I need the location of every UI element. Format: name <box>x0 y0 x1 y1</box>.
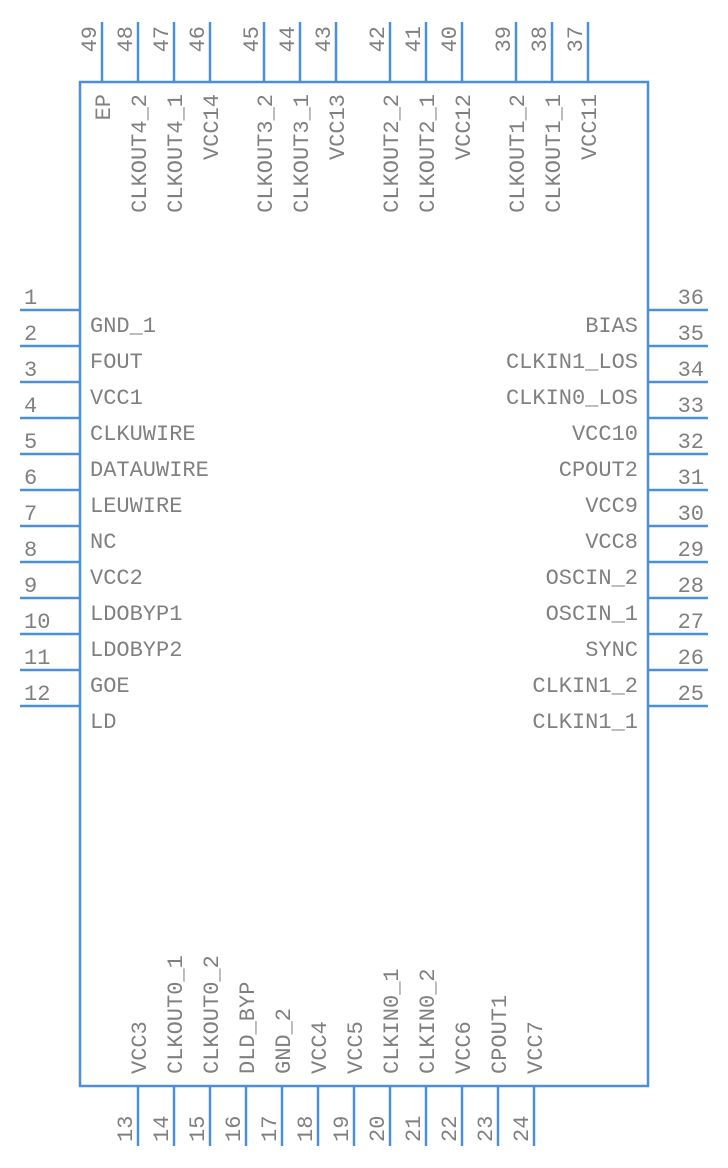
pin-39-number: 39 <box>492 26 517 52</box>
pin-4-label: CLKUWIRE <box>90 422 196 447</box>
pin-27-number: 27 <box>678 610 704 635</box>
pin-5-number: 5 <box>24 430 37 455</box>
pin-18-number: 18 <box>294 1116 319 1142</box>
pin-46-label: VCC14 <box>200 94 225 160</box>
pin-13-number: 13 <box>114 1116 139 1142</box>
pin-17-label: GND_2 <box>272 1008 297 1074</box>
pin-22-number: 22 <box>438 1116 463 1142</box>
pin-23-label: CPOUT1 <box>488 995 513 1074</box>
pin-49-label: EP <box>92 94 117 120</box>
pin-29-number: 29 <box>678 538 704 563</box>
pin-37-number: 37 <box>564 26 589 52</box>
pin-14-number: 14 <box>150 1116 175 1142</box>
pin-15-label: CLKOUT0_2 <box>200 955 225 1074</box>
pin-31-number: 31 <box>678 466 704 491</box>
pin-43-label: VCC13 <box>326 94 351 160</box>
pin-40-label: VCC12 <box>452 94 477 160</box>
pin-3-number: 3 <box>24 358 37 383</box>
pin-14-label: CLKOUT0_1 <box>164 955 189 1074</box>
pin-16-label: DLD_BYP <box>236 982 261 1074</box>
pin-21-number: 21 <box>402 1116 427 1142</box>
pin-44-number: 44 <box>276 26 301 52</box>
pin-21-label: CLKIN0_2 <box>416 968 441 1074</box>
pin-20-number: 20 <box>366 1116 391 1142</box>
pin-47-label: CLKOUT4_1 <box>164 94 189 213</box>
pin-5-label: DATAUWIRE <box>90 458 209 483</box>
pin-22-label: VCC6 <box>452 1021 477 1074</box>
pin-18-label: VCC4 <box>308 1021 333 1074</box>
pin-38-number: 38 <box>528 26 553 52</box>
pin-30-label: VCC8 <box>585 530 638 555</box>
pin-11-label: GOE <box>90 674 130 699</box>
pin-1-label: GND_1 <box>90 314 156 339</box>
pin-15-number: 15 <box>186 1116 211 1142</box>
pin-2-number: 2 <box>24 322 37 347</box>
pin-12-number: 12 <box>24 682 50 707</box>
pin-39-label: CLKOUT1_2 <box>506 94 531 213</box>
pin-19-label: VCC5 <box>344 1021 369 1074</box>
pin-30-number: 30 <box>678 502 704 527</box>
pin-48-label: CLKOUT4_2 <box>128 94 153 213</box>
pin-11-number: 11 <box>24 646 50 671</box>
pin-32-label: CPOUT2 <box>559 458 638 483</box>
pin-47-number: 47 <box>150 26 175 52</box>
pin-26-label: CLKIN1_2 <box>532 674 638 699</box>
pin-27-label: SYNC <box>585 638 638 663</box>
pin-45-number: 45 <box>240 26 265 52</box>
pin-9-label: LDOBYP1 <box>90 602 182 627</box>
pin-37-label: VCC11 <box>578 94 603 160</box>
pin-13-label: VCC3 <box>128 1021 153 1074</box>
pin-49-number: 49 <box>78 26 103 52</box>
pin-44-label: CLKOUT3_1 <box>290 94 315 213</box>
ic-pinout-diagram: 1GND_12FOUT3VCC14CLKUWIRE5DATAUWIRE6LEUW… <box>0 0 728 1168</box>
pin-33-number: 33 <box>678 394 704 419</box>
pin-25-number: 25 <box>678 682 704 707</box>
pin-40-number: 40 <box>438 26 463 52</box>
pin-7-label: NC <box>90 530 116 555</box>
pin-42-number: 42 <box>366 26 391 52</box>
pin-46-number: 46 <box>186 26 211 52</box>
pin-33-label: VCC10 <box>572 422 638 447</box>
pin-34-number: 34 <box>678 358 704 383</box>
pin-1-number: 1 <box>24 286 37 311</box>
pin-10-label: LDOBYP2 <box>90 638 182 663</box>
pin-35-label: CLKIN1_LOS <box>506 350 638 375</box>
pin-31-label: VCC9 <box>585 494 638 519</box>
pin-41-label: CLKOUT2_1 <box>416 94 441 213</box>
pin-6-number: 6 <box>24 466 37 491</box>
pin-12-label: LD <box>90 710 116 735</box>
pin-16-number: 16 <box>222 1116 247 1142</box>
pin-42-label: CLKOUT2_2 <box>380 94 405 213</box>
pin-45-label: CLKOUT3_2 <box>254 94 279 213</box>
pin-24-number: 24 <box>510 1116 535 1142</box>
pin-3-label: VCC1 <box>90 386 143 411</box>
pin-7-number: 7 <box>24 502 37 527</box>
pin-48-number: 48 <box>114 26 139 52</box>
pin-28-label: OSCIN_1 <box>546 602 638 627</box>
pin-2-label: FOUT <box>90 350 143 375</box>
pin-36-number: 36 <box>678 286 704 311</box>
pin-32-number: 32 <box>678 430 704 455</box>
pin-36-label: BIAS <box>585 314 638 339</box>
pin-35-number: 35 <box>678 322 704 347</box>
pin-6-label: LEUWIRE <box>90 494 182 519</box>
pin-41-number: 41 <box>402 26 427 52</box>
pin-34-label: CLKIN0_LOS <box>506 386 638 411</box>
pin-8-number: 8 <box>24 538 37 563</box>
pin-20-label: CLKIN0_1 <box>380 968 405 1074</box>
pin-25-label: CLKIN1_1 <box>532 710 638 735</box>
pin-28-number: 28 <box>678 574 704 599</box>
pin-43-number: 43 <box>312 26 337 52</box>
pin-26-number: 26 <box>678 646 704 671</box>
pin-4-number: 4 <box>24 394 37 419</box>
pin-24-label: VCC7 <box>524 1021 549 1074</box>
pin-38-label: CLKOUT1_1 <box>542 94 567 213</box>
pin-17-number: 17 <box>258 1116 283 1142</box>
pin-29-label: OSCIN_2 <box>546 566 638 591</box>
pin-8-label: VCC2 <box>90 566 143 591</box>
pin-19-number: 19 <box>330 1116 355 1142</box>
pin-23-number: 23 <box>474 1116 499 1142</box>
pin-10-number: 10 <box>24 610 50 635</box>
pin-9-number: 9 <box>24 574 37 599</box>
